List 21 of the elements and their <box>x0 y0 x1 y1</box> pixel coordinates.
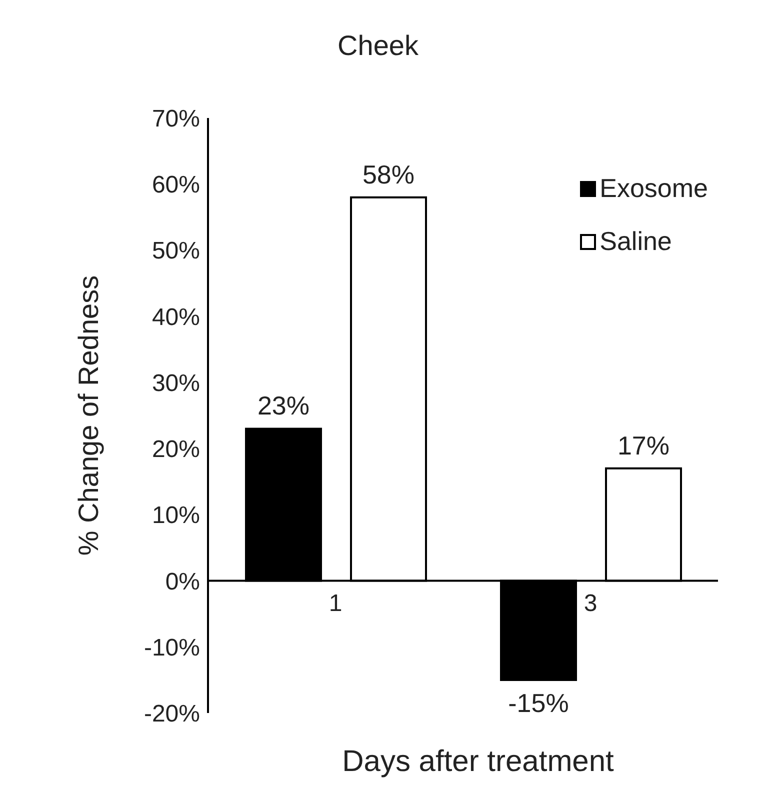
y-tick-label: 10% <box>152 502 200 530</box>
y-tick-label: 20% <box>152 436 200 464</box>
y-tick-label: 30% <box>152 370 200 397</box>
legend-label: Exosome <box>600 173 708 204</box>
y-axis-title: % Change of Redness <box>72 275 104 556</box>
y-tick-label: 40% <box>152 304 200 331</box>
y-tick-label: -20% <box>144 700 200 728</box>
y-tick-label: 60% <box>152 172 200 199</box>
legend-label: Saline <box>600 226 672 257</box>
x-tick-label: 1 <box>328 590 342 617</box>
data-label: -15% <box>508 688 569 718</box>
data-label: 58% <box>362 159 415 190</box>
y-tick-label: -10% <box>144 634 200 662</box>
chart-title: Cheek <box>336 30 420 62</box>
x-axis-title: Days after treatment <box>341 745 615 779</box>
x-tick-label: 3 <box>584 590 598 617</box>
data-label: 17% <box>617 430 670 460</box>
y-tick-label: 70% <box>152 106 200 133</box>
y-tick-label: 50% <box>152 238 200 265</box>
data-label: 23% <box>257 390 310 421</box>
y-tick-label: 0% <box>165 568 200 596</box>
